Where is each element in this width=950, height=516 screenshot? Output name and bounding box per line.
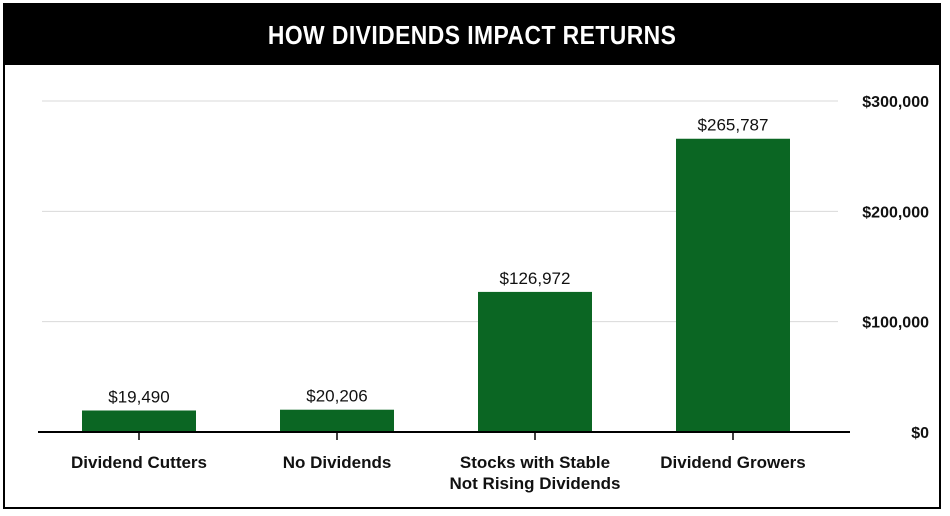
value-label: $126,972	[500, 269, 571, 288]
title-bar: HOW DIVIDENDS IMPACT RETURNS	[5, 5, 939, 65]
y-tick-label: $300,000	[862, 94, 929, 111]
chart-title: HOW DIVIDENDS IMPACT RETURNS	[267, 19, 677, 50]
bar	[478, 291, 592, 432]
bar	[82, 410, 196, 432]
y-tick-label: $100,000	[862, 315, 929, 332]
category-label: Dividend Growers	[660, 453, 805, 472]
bar	[676, 138, 790, 432]
y-tick-label: $200,000	[862, 204, 929, 221]
bar	[280, 409, 394, 432]
category-label: No Dividends	[283, 453, 392, 472]
value-label: $19,490	[108, 387, 169, 406]
value-label: $20,206	[306, 387, 367, 406]
y-tick-label: $0	[911, 425, 929, 442]
category-label: Not Rising Dividends	[450, 474, 621, 493]
value-label: $265,787	[698, 116, 769, 135]
category-label: Dividend Cutters	[71, 453, 207, 472]
category-label: Stocks with Stable	[460, 453, 610, 472]
